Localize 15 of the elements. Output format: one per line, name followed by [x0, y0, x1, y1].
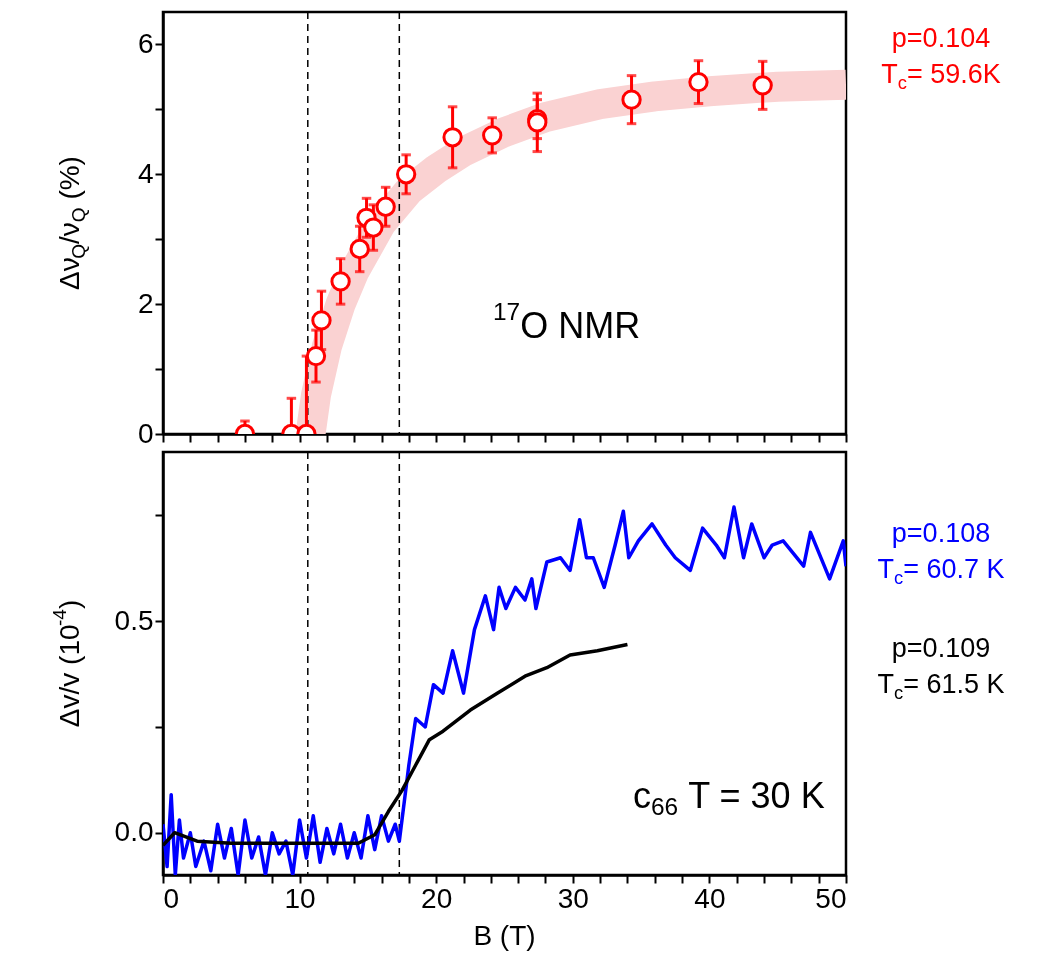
x-tick-label: 10 — [284, 882, 316, 914]
y-tick-label: 0.5 — [114, 604, 154, 636]
y-tick-label: 0.0 — [114, 816, 154, 848]
x-tick-label: 0 — [163, 882, 180, 914]
y-tick-label: 6 — [137, 27, 154, 59]
y-axis-title: Δv/v (10-4) — [49, 599, 85, 728]
y-tick-label: 0 — [137, 417, 154, 449]
x-axis-title: B (T) — [473, 920, 536, 951]
x-tick-label: 20 — [421, 882, 453, 914]
x-tick-label: 40 — [694, 882, 726, 914]
y-tick-label: 4 — [137, 157, 154, 189]
y-tick-label: 2 — [137, 287, 154, 319]
y-axis-title: ΔνQ/νQ (%) — [54, 156, 90, 290]
x-tick-label: 50 — [815, 882, 847, 914]
x-tick-label: 30 — [557, 882, 589, 914]
